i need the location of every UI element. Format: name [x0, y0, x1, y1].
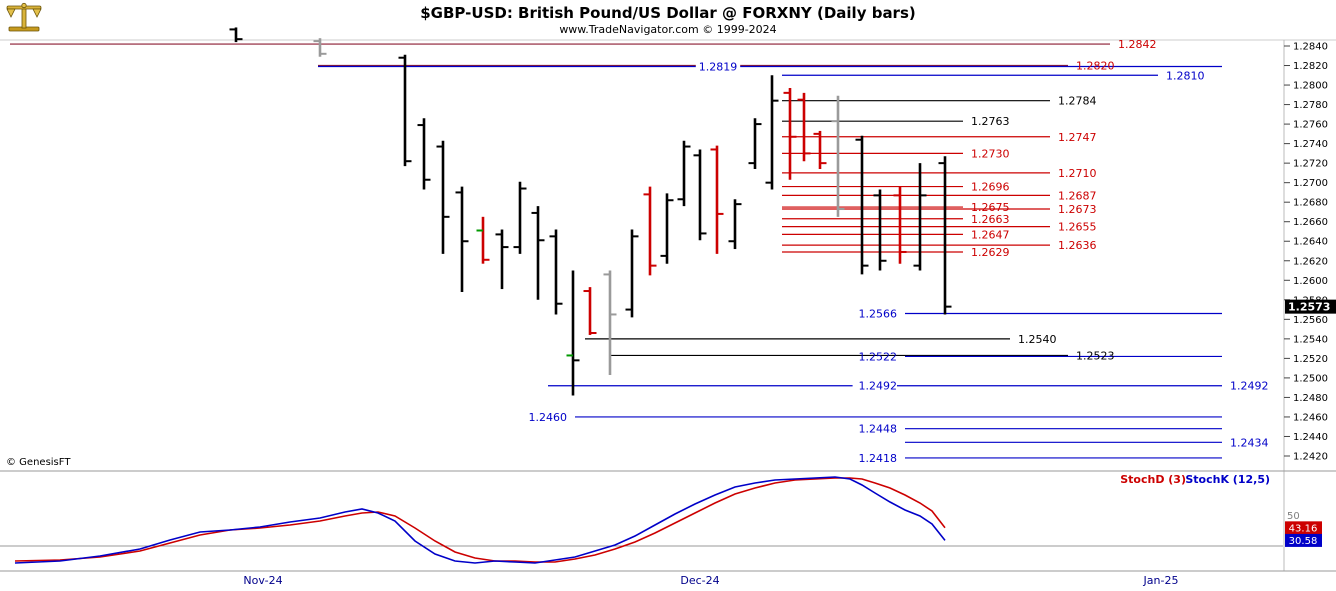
level-label: 1.2540 [1018, 333, 1057, 346]
price-axis-tick-label: 1.2500 [1293, 373, 1328, 384]
level-label: 1.2663 [971, 213, 1010, 226]
x-axis-label-nov24: Nov-24 [243, 574, 282, 587]
level-label: 1.2460 [529, 411, 568, 424]
price-axis-tick-label: 1.2680 [1293, 198, 1328, 209]
level-label: 1.2784 [1058, 95, 1097, 108]
price-axis-tick-label: 1.2640 [1293, 237, 1328, 248]
price-axis-tick-label: 1.2420 [1293, 452, 1328, 463]
level-label: 1.2418 [859, 452, 898, 465]
gold-scales-logo-icon [6, 2, 42, 32]
stoch-value-label: 43.16 [1289, 523, 1318, 534]
level-label-bg [852, 379, 897, 393]
level-label: 1.2448 [859, 423, 898, 436]
level-label: 1.2629 [971, 246, 1010, 259]
level-label: 1.2730 [971, 147, 1010, 160]
level-label: 1.2810 [1166, 69, 1205, 82]
price-axis-tick-label: 1.2760 [1293, 120, 1328, 131]
level-label: 1.2747 [1058, 131, 1097, 144]
level-label: 1.2647 [971, 228, 1010, 241]
price-axis-tick-label: 1.2440 [1293, 432, 1328, 443]
logo-knob [21, 2, 27, 9]
stochd-line [14, 477, 946, 563]
logo-right-pan [32, 8, 42, 18]
level-label: 1.2820 [1076, 60, 1115, 73]
last-price-box [1285, 299, 1336, 314]
chart-overlay-layer: 1.28421.28201.28191.28101.27841.27631.27… [529, 38, 1336, 547]
stochd-legend-label[interactable]: StochD (3) [1120, 473, 1186, 486]
stochk-line [14, 476, 946, 564]
price-axis-tick-label: 1.2540 [1293, 334, 1328, 345]
stoch-value-badge [1285, 521, 1322, 535]
price-axis-tick-label: 1.2660 [1293, 217, 1328, 228]
price-axis-tick-label: 1.2740 [1293, 139, 1328, 150]
level-label: 1.2842 [1118, 38, 1157, 51]
level-label: 1.2434 [1230, 436, 1269, 449]
stochk-legend-label[interactable]: StochK (12,5) [1185, 473, 1270, 486]
level-label: 1.2763 [971, 115, 1010, 128]
chart-subtitle: www.TradeNavigator.com © 1999-2024 [559, 23, 776, 36]
level-label: 1.2710 [1058, 167, 1097, 180]
chart-title: $GBP-USD: British Pound/US Dollar @ FORX… [420, 4, 916, 22]
stoch-mid-level-label: 50 [1287, 511, 1300, 522]
chart-generated-layer: 1.2840 1.2820 1.2800 1.2780 1.2760 1.2740 1.27… [0, 27, 1336, 572]
price-axis-tick-label: 1.2820 [1293, 61, 1328, 72]
price-axis-tick-label: 1.2800 [1293, 81, 1328, 92]
x-axis-label-jan25: Jan-25 [1143, 574, 1179, 587]
price-axis-tick-label: 1.2840 [1293, 42, 1328, 53]
level-label: 1.2492 [859, 380, 898, 393]
stoch-value-label: 30.58 [1289, 536, 1318, 547]
price-axis-tick-label: 1.2600 [1293, 276, 1328, 287]
price-axis-tick-label: 1.2480 [1293, 393, 1328, 404]
level-label: 1.2522 [859, 350, 898, 363]
price-axis-tick-label: 1.2720 [1293, 159, 1328, 170]
level-label: 1.2655 [1058, 221, 1097, 234]
logo-left-pan [6, 8, 16, 18]
level-label: 1.2492 [1230, 380, 1269, 393]
level-label: 1.2696 [971, 181, 1010, 194]
x-axis-label-dec24: Dec-24 [680, 574, 719, 587]
copyright-label: © GenesisFT [6, 457, 71, 468]
last-price-label: 1.2573 [1288, 301, 1330, 314]
price-axis-tick-label: 1.2620 [1293, 256, 1328, 267]
price-axis-tick-label: 1.2700 [1293, 178, 1328, 189]
level-label-bg [695, 60, 741, 73]
level-label: 1.2819 [699, 61, 738, 74]
level-label: 1.2636 [1058, 239, 1097, 252]
logo-post [21, 6, 27, 29]
level-label: 1.2687 [1058, 189, 1097, 202]
level-label: 1.2566 [859, 307, 898, 320]
price-axis-tick-label: 1.2780 [1293, 100, 1328, 111]
level-label: 1.2523 [1076, 349, 1115, 362]
stoch-value-badge [1285, 533, 1322, 547]
price-axis-tick-label: 1.2460 [1293, 412, 1328, 423]
price-axis-tick-label: 1.2560 [1293, 315, 1328, 326]
level-label: 1.2675 [971, 201, 1010, 214]
level-label: 1.2673 [1058, 203, 1097, 216]
price-axis-tick-label: 1.2520 [1293, 354, 1328, 365]
